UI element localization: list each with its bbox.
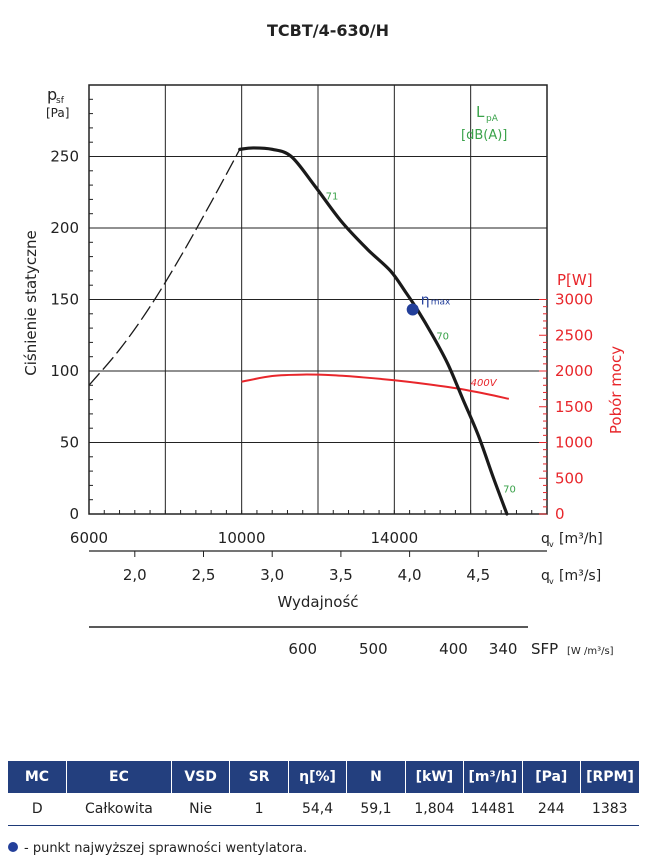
axes-layer: 0 50 100 150 200 250 3000 2500 2000 1500 1000 500 0 6… xyxy=(50,84,593,658)
x-tick-label-m3s: 4,5 xyxy=(466,566,490,584)
sfp-tick-label: 600 xyxy=(288,640,317,658)
y-axis-unit-symbol: p xyxy=(47,85,57,104)
chart-title: TCBT/4-630/H xyxy=(267,21,389,40)
cell-vsd: Nie xyxy=(171,793,230,826)
table-row: D Całkowita Nie 1 54,4 59,1 1,804 14481 … xyxy=(8,793,639,826)
y-axis-title: Ciśnienie statyczne xyxy=(22,230,40,376)
y-tick-label: 0 xyxy=(69,505,79,523)
cell-ec: Całkowita xyxy=(66,793,172,826)
col-mc: MC xyxy=(8,761,67,793)
max-efficiency-label-sub: max xyxy=(431,298,451,308)
plot-grid xyxy=(88,84,548,515)
cell-sr: 1 xyxy=(229,793,289,826)
power-curve-label: 400V xyxy=(471,378,498,389)
x-tick-label-m3s: 3,5 xyxy=(329,566,353,584)
x-axis-title: Wydajność xyxy=(277,593,358,611)
power-tick-label: 3000 xyxy=(555,291,593,309)
x-unit-m3h: q xyxy=(541,531,550,547)
y-tick-label: 250 xyxy=(50,148,79,166)
power-tick-label: 2000 xyxy=(555,362,593,380)
max-efficiency-point xyxy=(406,303,419,316)
stall-curve xyxy=(88,149,241,386)
max-efficiency-dot-icon xyxy=(8,842,18,852)
noise-label: L xyxy=(476,103,485,121)
sfp-unit: [W /m³/s] xyxy=(567,646,614,657)
sfp-tick-label: 340 xyxy=(489,640,518,658)
x-tick-label-m3s: 4,0 xyxy=(398,566,422,584)
col-n: N xyxy=(346,761,406,793)
x-unit-m3h-tail: [m³/h] xyxy=(559,531,603,547)
cell-rpm: 1383 xyxy=(580,793,639,826)
y-tick-label: 200 xyxy=(50,219,79,237)
col-flow: [m³/h] xyxy=(463,761,523,793)
max-efficiency-label: η xyxy=(421,293,430,309)
cell-eta: 54,4 xyxy=(288,793,347,826)
power-axis-title: Pobór mocy xyxy=(607,346,625,434)
power-tick-label: 1500 xyxy=(555,398,593,416)
sfp-tick-label: 500 xyxy=(359,640,388,658)
y-tick-label: 50 xyxy=(60,434,79,452)
x-tick-label-m3s: 3,0 xyxy=(260,566,284,584)
power-tick-label: 500 xyxy=(555,469,584,487)
sfp-tick-label: 400 xyxy=(439,640,468,658)
noise-label-sub: pA xyxy=(486,114,499,124)
power-curve xyxy=(241,373,510,400)
col-kw: [kW] xyxy=(405,761,465,793)
cell-mc: D xyxy=(8,793,67,826)
x-unit-m3s-tail: [m³/s] xyxy=(559,568,601,584)
noise-annotation: 70 xyxy=(436,332,449,343)
col-vsd: VSD xyxy=(171,761,231,793)
power-tick-label: 0 xyxy=(555,505,565,523)
y-axis-unit-sub: sf xyxy=(56,96,65,106)
curves-layer: 400V 71 70 70 η max xyxy=(88,146,516,516)
power-label: P[W] xyxy=(557,271,593,289)
col-eta: η[%] xyxy=(288,761,348,793)
col-sr: SR xyxy=(229,761,289,793)
noise-annotation: 71 xyxy=(326,191,339,202)
pressure-curve xyxy=(238,146,509,516)
cell-n: 59,1 xyxy=(346,793,406,826)
spec-table: MC EC VSD SR η[%] N [kW] [m³/h] [Pa] [RP… xyxy=(8,761,639,826)
x-tick-label-m3h: 6000 xyxy=(70,529,108,547)
sfp-label: SFP xyxy=(531,640,558,658)
cell-kw: 1,804 xyxy=(405,793,464,826)
x-unit-m3h-sub: v xyxy=(549,540,554,549)
col-pa: [Pa] xyxy=(522,761,582,793)
fan-performance-chart: TCBT/4-630/H 400V 71 70 70 η max 0 50 100 150 200… xyxy=(22,21,625,658)
noise-annotation: 70 xyxy=(503,485,516,496)
col-rpm: [RPM] xyxy=(580,761,639,793)
x-tick-label-m3h: 14000 xyxy=(370,529,418,547)
noise-unit: [dB(A)] xyxy=(461,128,507,143)
legend: - punkt najwyższej sprawności wentylator… xyxy=(8,841,307,856)
x-tick-label-m3s: 2,0 xyxy=(123,566,147,584)
x-unit-m3s: q xyxy=(541,568,550,584)
power-tick-label: 2500 xyxy=(555,326,593,344)
col-ec: EC xyxy=(66,761,172,793)
x-unit-m3s-sub: v xyxy=(549,577,554,586)
power-tick-label: 1000 xyxy=(555,434,593,452)
cell-flow: 14481 xyxy=(463,793,523,826)
y-axis-unit: [Pa] xyxy=(46,106,69,120)
legend-text: - punkt najwyższej sprawności wentylator… xyxy=(24,841,308,856)
x-tick-label-m3s: 2,5 xyxy=(192,566,216,584)
x-tick-label-m3h: 10000 xyxy=(218,529,266,547)
spec-table-header: MC EC VSD SR η[%] N [kW] [m³/h] [Pa] [RP… xyxy=(8,761,639,793)
y-tick-label: 100 xyxy=(50,362,79,380)
y-tick-label: 150 xyxy=(50,291,79,309)
cell-pa: 244 xyxy=(522,793,581,826)
